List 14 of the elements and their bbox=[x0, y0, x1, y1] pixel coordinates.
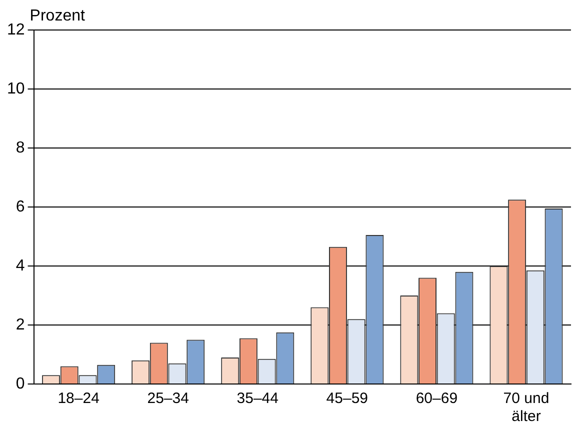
y-tick-label: 0 bbox=[16, 375, 25, 392]
y-tick-label: 10 bbox=[7, 80, 25, 98]
y-tick-label: 12 bbox=[7, 21, 25, 38]
x-tick-label: 35–44 bbox=[236, 390, 278, 408]
y-tick-label: 6 bbox=[16, 198, 25, 216]
x-tick-label: 25–34 bbox=[147, 390, 189, 408]
y-tick-label: 2 bbox=[16, 316, 25, 334]
x-tick-label: 18–24 bbox=[58, 390, 100, 408]
x-tick-label: 60–69 bbox=[416, 390, 458, 408]
y-axis-title: Prozent bbox=[30, 7, 86, 24]
y-tick-label: 4 bbox=[16, 257, 25, 274]
x-tick-label: 70 und älter bbox=[503, 390, 550, 426]
y-tick-label: 8 bbox=[16, 139, 25, 156]
x-tick-label: 45–59 bbox=[326, 390, 368, 408]
